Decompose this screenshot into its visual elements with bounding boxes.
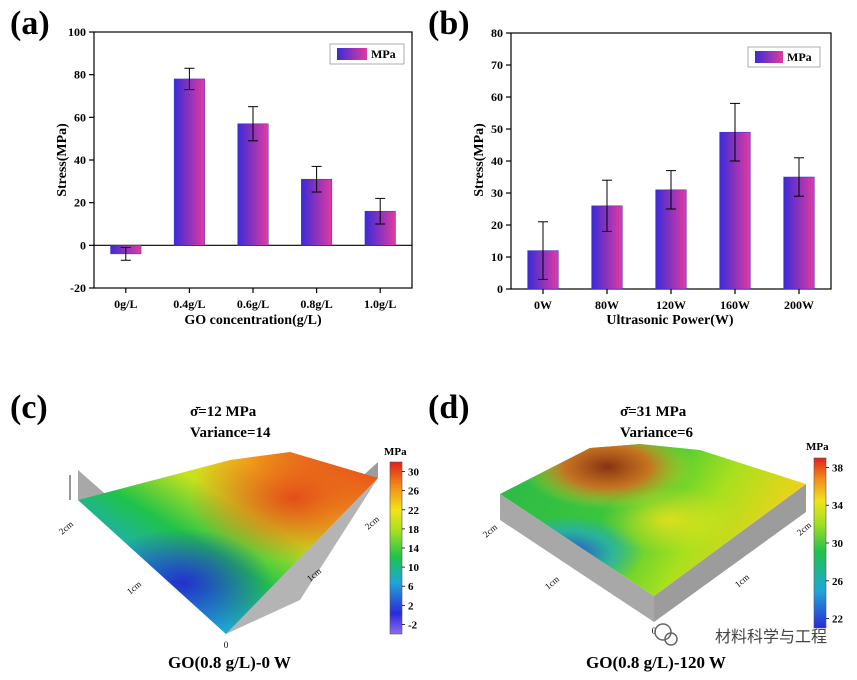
colorbar-tick-label: 38 — [832, 462, 844, 474]
colorbar-tick-label: 6 — [408, 581, 414, 593]
xtick-label: 120W — [656, 298, 686, 312]
colorbar-tick-label: 10 — [408, 562, 420, 574]
xtick-label: 0.4g/L — [173, 297, 205, 311]
xtick-label: 160W — [720, 298, 750, 312]
colorbar-c — [389, 461, 403, 635]
variance-label-c: Variance=14 — [190, 425, 271, 441]
colorbar-tick-label: 22 — [832, 614, 844, 626]
xtick-label: 0g/L — [114, 297, 137, 311]
surface-d-label-2cm-left: 2cm — [481, 522, 499, 540]
colorbar-d — [813, 457, 827, 629]
panel-letter-d: (d) — [428, 389, 470, 426]
bar-chart-b: 0 10 20 30 40 50 60 70 80 0W 80W 120W 160W 200W Stres… — [472, 26, 832, 328]
wechat-logo-icon — [654, 623, 678, 646]
ytick-label: 30 — [491, 186, 503, 200]
surface-d-right-wall — [654, 484, 806, 622]
legend-label-b: MPa — [787, 50, 812, 64]
bar-chart-a: -20 0 20 40 60 80 100 0g/L 0.4g/L 0.6g/L 0.8g/L 1.0… — [55, 25, 413, 328]
panel-letter-c: (c) — [10, 389, 48, 426]
ytick-label: 70 — [491, 58, 503, 72]
bar — [173, 78, 205, 246]
mean-label-c: σ̄=12 MPa — [190, 404, 257, 420]
bar — [237, 123, 269, 246]
ytick-label: 40 — [74, 153, 86, 167]
surface-c-label-2cm-left: 2cm — [57, 519, 75, 537]
watermark-text: 材料科学与工程 — [714, 627, 827, 646]
xtick-label: 80W — [595, 298, 619, 312]
ylabel-a: Stress(MPa) — [55, 123, 70, 197]
ytick-label: 0 — [497, 282, 503, 296]
ytick-label: 60 — [74, 110, 86, 124]
xtick-label: 1.0g/L — [364, 297, 396, 311]
legend-b: MPa — [747, 46, 821, 68]
colorbar-tick-label: 26 — [408, 486, 420, 498]
colorbar-unit-d: MPa — [806, 441, 829, 453]
caption-d: GO(0.8 g/L)-120 W — [586, 653, 726, 672]
colorbar-tick-label: 18 — [408, 524, 420, 536]
surface-c-label-2cm-right: 2cm — [363, 514, 381, 532]
surface-c-coldspot — [78, 452, 378, 634]
ytick-label: 20 — [74, 196, 86, 210]
colorbar-tick-label: -2 — [408, 619, 418, 631]
ylabel-b: Stress(MPa) — [472, 123, 487, 197]
surface-d-label-origin: 0 — [652, 626, 657, 636]
xtick-label: 0.6g/L — [237, 297, 269, 311]
mean-label-d: σ̄=31 MPa — [620, 404, 687, 420]
colorbar-tick-label: 26 — [832, 576, 844, 588]
xlabel-b: Ultrasonic Power(W) — [606, 313, 733, 328]
colorbar-tick-label: 14 — [408, 543, 420, 555]
surface-d-midspot — [500, 444, 806, 596]
legend-swatch-b — [755, 51, 783, 63]
ytick-label: 60 — [491, 90, 503, 104]
ytick-label: 80 — [74, 68, 86, 82]
panel-letter-b: (b) — [428, 5, 470, 42]
ytick-label: 0 — [80, 238, 86, 252]
surface-c-front-wall — [226, 478, 378, 634]
xtick-label: 200W — [784, 298, 814, 312]
surface-c-label-1cm-left: 1cm — [125, 579, 143, 597]
surface-d-label-2cm-right: 2cm — [795, 520, 813, 538]
surface-d-label-1cm-left: 1cm — [543, 574, 561, 592]
surface-c-label-origin: 0 — [224, 640, 229, 650]
ytick-label: 80 — [491, 26, 503, 40]
colorbar-ticks-d: 22 26 30 34 38 — [826, 462, 844, 626]
colorbar-tick-label: 34 — [832, 500, 844, 512]
colorbar-tick-label: 30 — [408, 467, 420, 479]
colorbar-tick-label: 22 — [408, 505, 420, 517]
ytick-label: 10 — [491, 250, 503, 264]
ytick-label: 50 — [491, 122, 503, 136]
surface-d-label-1cm-right: 1cm — [733, 572, 751, 590]
ytick-label: 40 — [491, 154, 503, 168]
ytick-label: 20 — [491, 218, 503, 232]
surface-d-left-wall — [500, 494, 654, 622]
legend-label-a: MPa — [371, 47, 396, 61]
xlabel-a: GO concentration(g/L) — [184, 313, 322, 328]
legend-swatch-a — [337, 48, 367, 60]
ytick-label: 100 — [68, 25, 86, 39]
colorbar-tick-label: 30 — [832, 538, 844, 550]
variance-label-d: Variance=6 — [620, 425, 693, 441]
ytick-label: -20 — [70, 281, 86, 295]
colorbar-unit-c: MPa — [384, 446, 407, 458]
surface-map-c: σ̄=12 MPa Variance=14 2cm 1cm 0 1cm 2cm … — [57, 404, 420, 672]
legend-a: MPa — [329, 43, 405, 65]
xtick-label: 0W — [534, 298, 552, 312]
panel-letter-a: (a) — [10, 5, 50, 42]
caption-c: GO(0.8 g/L)-0 W — [168, 653, 291, 672]
colorbar-tick-label: 2 — [408, 600, 414, 612]
surface-map-d: σ̄=31 MPa Variance=6 2cm 1cm 0 1cm 2cm M… — [481, 404, 844, 672]
xtick-label: 0.8g/L — [300, 297, 332, 311]
